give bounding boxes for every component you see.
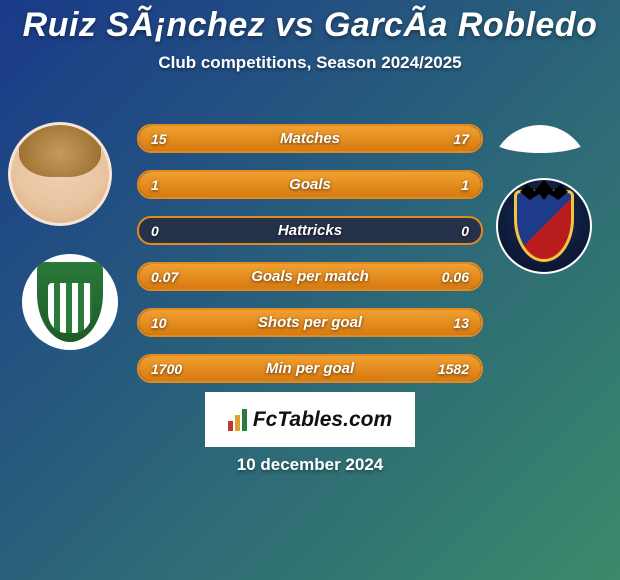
stat-value-left: 0.07 <box>151 269 178 285</box>
stat-label: Matches <box>280 130 340 147</box>
stats-table: 15Matches171Goals10Hattricks00.07Goals p… <box>137 124 483 400</box>
stat-row: 1 Goals 1 <box>137 170 483 199</box>
subtitle: Club competitions, Season 2024/2025 <box>0 53 620 73</box>
brand-banner: FcTables.com <box>205 392 415 447</box>
player-left-photo <box>8 122 112 226</box>
stat-label: Hattricks <box>278 222 342 239</box>
stat-row: 0.07 Goals per match 0.06 <box>137 262 483 291</box>
stat-value-left: 10 <box>151 315 167 331</box>
page-title: Ruiz SÃ¡nchez vs GarcÃ­a Robledo <box>0 0 620 45</box>
stat-label: Goals per match <box>251 268 369 285</box>
stat-value-right: 17 <box>453 131 469 147</box>
stat-value-left: 1700 <box>151 361 182 377</box>
stat-value-left: 15 <box>151 131 167 147</box>
stat-row: 15 Matches 17 <box>137 124 483 153</box>
club-badge-left <box>22 254 118 350</box>
stat-value-left: 0 <box>151 223 159 239</box>
cordoba-crest-icon <box>37 262 103 342</box>
stat-label: Shots per goal <box>258 314 362 331</box>
stat-value-right: 1 <box>461 177 469 193</box>
stat-value-right: 13 <box>453 315 469 331</box>
stat-value-left: 1 <box>151 177 159 193</box>
stat-label: Goals <box>289 176 331 193</box>
brand-text: FcTables.com <box>253 408 392 432</box>
stat-value-right: 0 <box>461 223 469 239</box>
stat-row: 0 Hattricks 0 <box>137 216 483 245</box>
stat-fill-right <box>310 172 481 197</box>
empty-oval-icon <box>491 125 589 153</box>
stat-value-right: 1582 <box>438 361 469 377</box>
bars-icon <box>228 409 247 431</box>
stat-value-right: 0.06 <box>442 269 469 285</box>
levante-crest-icon <box>514 190 574 262</box>
comparison-card: Ruiz SÃ¡nchez vs GarcÃ­a Robledo Club co… <box>0 0 620 580</box>
stat-fill-left <box>139 172 310 197</box>
club-badge-right <box>496 178 592 274</box>
stat-row: 1700 Min per goal 1582 <box>137 354 483 383</box>
stat-label: Min per goal <box>266 360 354 377</box>
date-text: 10 december 2024 <box>0 455 620 475</box>
stat-row: 10 Shots per goal 13 <box>137 308 483 337</box>
face-placeholder-icon <box>11 125 109 223</box>
